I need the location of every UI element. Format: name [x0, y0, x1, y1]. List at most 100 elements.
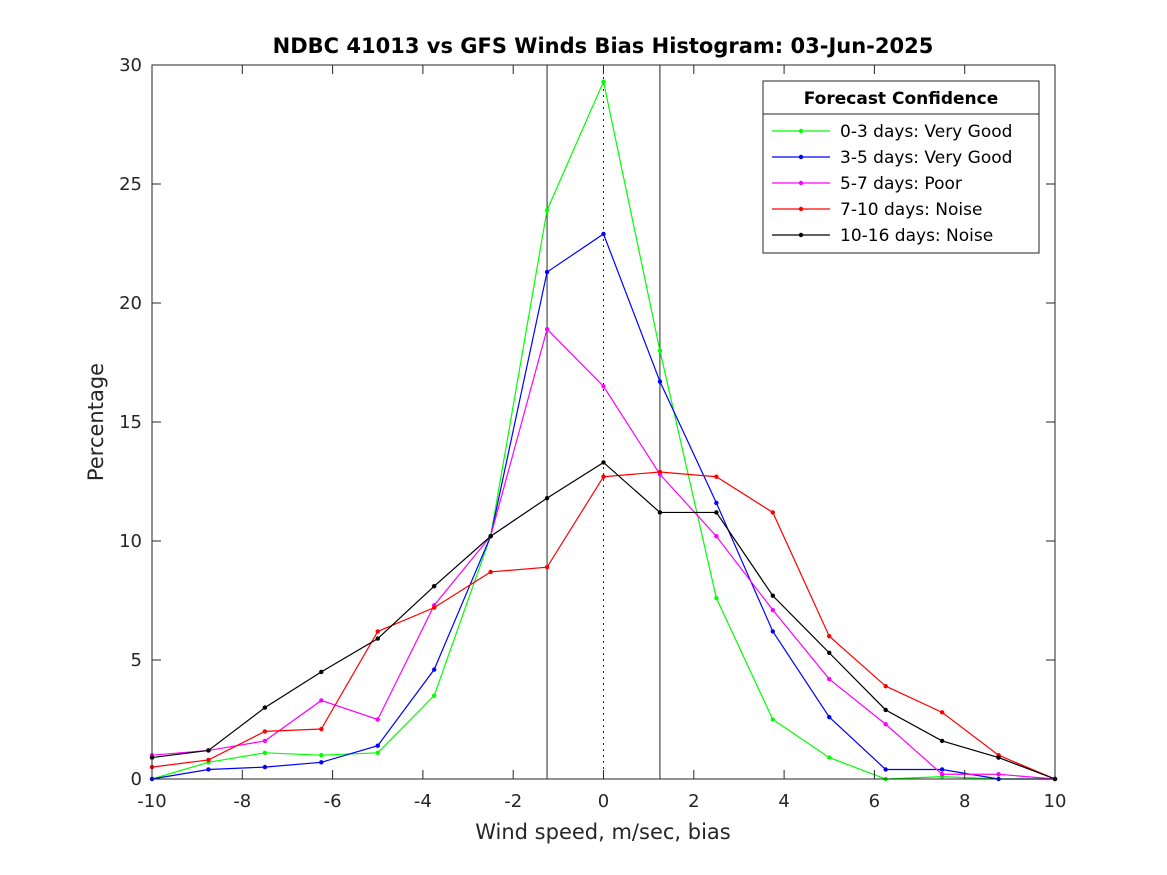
x-tick-label-8: 6: [869, 791, 880, 812]
data-point-0-8: [601, 79, 606, 84]
data-point-4-13: [883, 707, 888, 713]
x-tick-label-2: -6: [324, 791, 342, 812]
data-point-3-4: [375, 629, 380, 634]
data-point-2-13: [883, 722, 888, 727]
data-point-4-2: [262, 705, 268, 710]
x-tick-label-10: 10: [1044, 791, 1067, 812]
data-point-0-10: [714, 595, 719, 601]
data-point-3-11: [770, 510, 776, 515]
data-point-3-2: [262, 729, 268, 734]
data-point-1-1: [206, 767, 211, 772]
data-point-4-5: [431, 584, 437, 589]
legend-label-2: 5-7 days: Poor: [840, 174, 962, 194]
x-tick-label-9: 8: [959, 791, 970, 812]
chart-title: NDBC 41013 vs GFS Winds Bias Histogram: …: [273, 34, 934, 58]
legend-label-3: 7-10 days: Noise: [840, 200, 982, 220]
series-layer: [149, 79, 1058, 782]
x-tick-label-6: 2: [688, 791, 699, 812]
data-point-0-7: [544, 207, 550, 213]
y-tick-label-5: 25: [119, 174, 142, 195]
data-point-2-4: [375, 717, 380, 722]
series-0: [149, 79, 1058, 782]
y-tick-label-2: 10: [119, 531, 142, 552]
data-point-0-9: [657, 348, 663, 353]
y-tick-label-3: 15: [119, 412, 142, 433]
data-point-2-2: [262, 738, 268, 744]
y-axis-ticks: 0 5 10 15 20 25 30: [119, 55, 1055, 790]
x-tick-label-3: -4: [414, 791, 432, 812]
data-point-4-6: [488, 534, 493, 539]
data-point-1-12: [827, 714, 832, 720]
data-point-4-1: [206, 748, 211, 753]
legend: Forecast Confidence 0-3 days: Very Good 3…: [762, 80, 1040, 254]
x-tick-label-0: -10: [137, 791, 166, 812]
legend-swatch-marker-3: [798, 206, 804, 212]
data-point-1-11: [770, 629, 776, 634]
data-point-1-8: [601, 231, 606, 237]
data-point-2-12: [827, 676, 832, 682]
data-point-1-2: [262, 764, 268, 770]
data-point-3-7: [544, 564, 550, 570]
data-point-4-8: [601, 460, 606, 465]
x-axis-ticks: -10 -8 -6 -4 -2 0 2 4 6 8 10: [137, 65, 1066, 812]
legend-label-0: 0-3 days: Very Good: [840, 122, 1012, 142]
legend-entries: 0-3 days: Very Good 3-5 days: Very Good 5-…: [772, 122, 1012, 246]
legend-entry-3: 7-10 days: Noise: [772, 200, 982, 220]
data-point-0-5: [431, 693, 437, 698]
data-point-1-3: [319, 760, 324, 765]
y-tick-label-0: 0: [131, 769, 142, 790]
data-point-1-13: [883, 767, 888, 772]
legend-entry-4: 10-16 days: Noise: [772, 226, 993, 246]
data-point-0-2: [262, 750, 268, 756]
legend-label-1: 3-5 days: Very Good: [840, 148, 1012, 168]
data-point-0-3: [319, 753, 324, 758]
data-point-3-5: [431, 605, 437, 610]
data-point-2-10: [714, 534, 719, 539]
data-point-4-14: [939, 738, 945, 744]
data-point-3-9: [657, 469, 663, 475]
data-point-1-7: [544, 269, 550, 275]
data-point-3-8: [601, 474, 606, 479]
legend-swatch-marker-1: [798, 154, 804, 160]
series-4: [149, 460, 1058, 782]
data-point-4-11: [770, 593, 776, 598]
data-point-0-11: [770, 717, 776, 722]
data-point-2-15: [996, 772, 1001, 777]
data-point-3-10: [714, 474, 719, 479]
x-tick-label-4: -2: [504, 791, 522, 812]
data-point-0-12: [827, 755, 832, 760]
legend-swatch-marker-4: [798, 232, 804, 238]
y-axis-label: Percentage: [84, 363, 108, 481]
data-point-4-12: [827, 650, 832, 656]
data-point-4-15: [996, 755, 1001, 760]
data-point-3-13: [883, 683, 888, 689]
legend-entry-2: 5-7 days: Poor: [772, 174, 962, 194]
data-point-4-4: [375, 636, 380, 641]
data-point-4-9: [657, 510, 663, 515]
data-point-1-4: [375, 743, 380, 748]
reference-lines: [546, 65, 661, 779]
data-point-4-3: [319, 669, 324, 675]
x-axis-label: Wind speed, m/sec, bias: [475, 820, 731, 844]
x-tick-label-1: -8: [233, 791, 251, 812]
data-point-4-10: [714, 510, 719, 515]
data-point-1-5: [431, 667, 437, 672]
data-point-3-3: [319, 726, 324, 732]
y-tick-label-6: 30: [119, 55, 142, 76]
data-point-0-4: [375, 750, 380, 756]
legend-entry-0: 0-3 days: Very Good: [772, 122, 1012, 142]
legend-swatch-marker-0: [798, 128, 804, 134]
data-point-4-7: [544, 495, 550, 501]
y-tick-label-4: 20: [119, 293, 142, 314]
data-point-3-14: [939, 710, 945, 715]
legend-title: Forecast Confidence: [804, 89, 999, 109]
x-tick-label-5: 0: [598, 791, 609, 812]
data-point-2-7: [544, 326, 550, 332]
data-point-3-1: [206, 757, 211, 763]
legend-swatch-marker-2: [798, 180, 804, 186]
legend-label-4: 10-16 days: Noise: [840, 226, 993, 246]
data-point-1-14: [939, 767, 945, 772]
data-point-1-10: [714, 500, 719, 506]
legend-box: [762, 80, 1040, 254]
